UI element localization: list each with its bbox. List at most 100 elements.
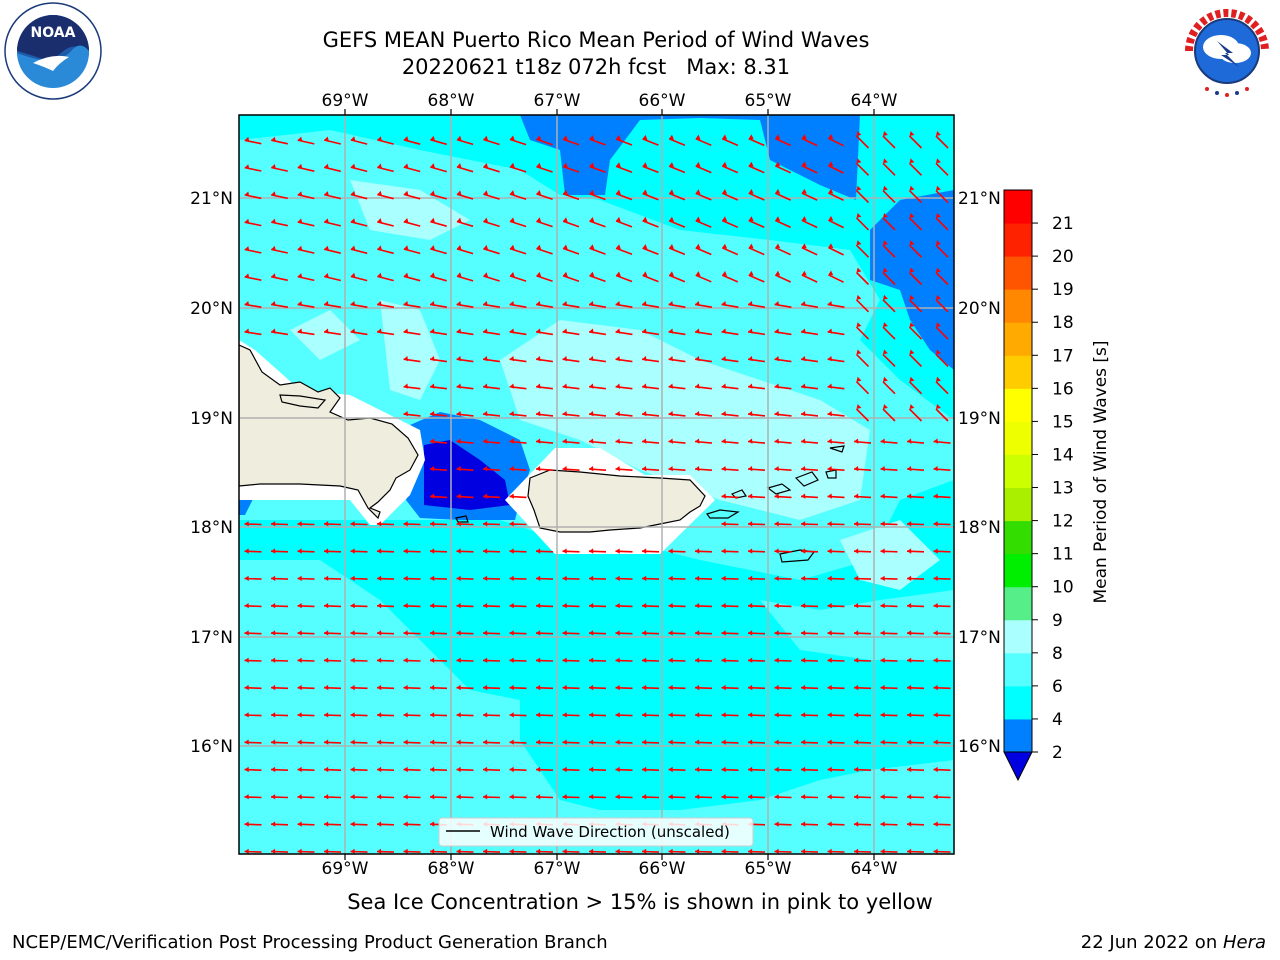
wave-arrow: [774, 274, 792, 283]
wave-arrow: [908, 408, 923, 422]
wave-arrow-head: [403, 630, 408, 636]
wave-arrow-head: [509, 766, 514, 773]
wave-arrow-head: [297, 794, 302, 800]
wave-arrow: [721, 219, 739, 229]
wave-arrow-head: [907, 684, 912, 691]
land-st-croix: [779, 549, 816, 563]
wave-arrow-head: [642, 712, 647, 718]
wave-arrow: [615, 220, 633, 228]
wave-arrow-head: [668, 739, 673, 745]
wave-arrow: [935, 217, 949, 231]
wave-arrow-head: [721, 684, 726, 691]
wave-arrow-head: [775, 161, 781, 167]
wave-arrow-head: [377, 848, 382, 854]
wave-arrow-head: [854, 575, 859, 581]
wave-arrow-head: [483, 383, 488, 389]
wave-arrow-head: [456, 383, 462, 389]
wave-arrow-head: [456, 657, 461, 663]
wave-arrow-head: [748, 161, 754, 167]
wave-arrow-head: [933, 766, 938, 773]
wave-arrow-head: [483, 466, 488, 472]
wave-arrow-head: [509, 521, 514, 527]
wave-arrow: [882, 326, 896, 340]
wave-arrow-head: [509, 848, 514, 854]
wave-arrow-head: [668, 328, 674, 334]
wave-arrow-head: [430, 603, 435, 609]
wave-arrow-head: [430, 272, 436, 278]
wave-arrow-head: [695, 712, 700, 718]
wave-arrow-head: [562, 383, 568, 389]
wave-arrow-head: [483, 163, 489, 169]
wave-arrow-head: [668, 548, 673, 554]
wave-arrow-head: [774, 548, 779, 554]
wave-arrow: [855, 299, 870, 313]
wave-arrow-head: [748, 438, 753, 444]
wave-arrow-head: [933, 603, 938, 609]
wave-arrow-head: [509, 466, 514, 472]
wave-arrow-head: [377, 245, 382, 251]
wave-arrow-head: [615, 739, 620, 745]
wave-arrow-head: [430, 493, 435, 499]
wave-arrow: [483, 138, 500, 146]
wave-arrow-head: [668, 766, 673, 773]
wave-arrow-head: [589, 739, 594, 745]
wave-arrow-head: [589, 575, 594, 581]
wave-arrow: [935, 353, 949, 367]
wave-arrow-head: [377, 548, 382, 554]
wave-arrow: [668, 192, 686, 201]
map-gridlines: [239, 115, 954, 854]
wave-arrow-head: [456, 794, 461, 800]
wave-arrow-head: [350, 630, 355, 636]
wave-arrow-head: [774, 466, 779, 472]
wave-arrow: [562, 165, 580, 173]
wave-arrow-head: [907, 848, 912, 854]
wave-arrow-head: [483, 217, 489, 223]
svg-text:NOAA: NOAA: [31, 25, 76, 41]
wave-arrow-head: [271, 630, 276, 636]
wave-arrow-head: [801, 657, 806, 663]
wave-arrow-head: [324, 684, 329, 691]
wave-arrow-head: [933, 657, 938, 663]
wave-arrow-head: [403, 821, 408, 827]
wave-arrow-head: [562, 603, 567, 609]
wave-arrow: [828, 274, 844, 283]
wave-arrow-head: [509, 603, 514, 609]
wave-arrow-head: [695, 657, 700, 663]
wave-arrow-head: [297, 301, 303, 307]
wave-arrow-head: [856, 185, 862, 191]
wave-arrow: [935, 162, 949, 176]
wave-arrow-head: [933, 739, 938, 745]
wave-arrow-head: [801, 383, 806, 389]
wave-arrow-head: [907, 657, 912, 663]
wave-arrow-head: [642, 466, 647, 472]
wave-arrow-head: [509, 794, 514, 800]
wave-arrow-head: [615, 301, 621, 307]
wave-arrow-head: [880, 630, 885, 636]
wave-arrow-head: [430, 739, 435, 745]
lat-label-left: 20°N: [190, 299, 233, 319]
wave-arrow-head: [377, 218, 382, 224]
wave-arrow-head: [244, 164, 250, 170]
wave-arrow-head: [430, 657, 435, 663]
wave-arrow-head: [801, 301, 806, 307]
wave-arrow-head: [748, 848, 753, 854]
wave-arrow-head: [883, 131, 888, 136]
wave-arrow-head: [377, 739, 382, 745]
wave-arrow-head: [615, 356, 621, 362]
wave-arrow: [855, 326, 870, 340]
lon-label-top: 67°W: [534, 91, 581, 111]
wave-arrow: [908, 190, 923, 204]
wave-arrow: [908, 299, 923, 313]
wave-arrow-head: [403, 794, 408, 800]
wave-arrow-head: [271, 191, 276, 197]
wave-arrow-head: [430, 548, 435, 554]
wave-arrow: [668, 247, 686, 256]
wave-arrow: [935, 326, 949, 340]
wave-arrow-head: [722, 134, 728, 140]
wave-arrow-head: [562, 684, 567, 691]
colorbar-tick-label: 17: [1052, 346, 1074, 366]
colorbar-segment: [1004, 289, 1032, 323]
colorbar-frame: [1003, 189, 1033, 753]
wave-arrow-head: [907, 548, 912, 554]
wave-arrow-head: [695, 216, 701, 222]
